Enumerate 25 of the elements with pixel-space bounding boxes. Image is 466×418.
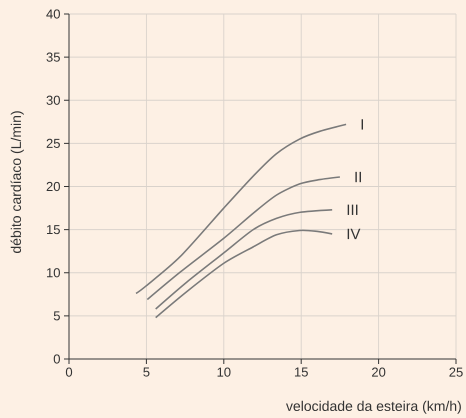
y-tick-label: 10 [46,268,60,278]
line-series [146,176,341,300]
x-tick-label: 20 [372,368,386,377]
y-tick-label: 35 [46,52,60,62]
y-tick-label: 25 [46,138,60,148]
x-axis-title: velocidade da esteira (km/h) [286,400,461,414]
line-series [135,124,347,294]
y-tick-label: 30 [46,96,60,105]
x-tick-label: 25 [449,368,463,377]
x-tick-label: 15 [294,368,308,377]
x-tick-label: 5 [143,368,150,377]
y-tick-label: 20 [46,182,60,192]
series-label: I [362,119,364,130]
y-axis-title: débito cardíaco (L/min) [10,111,24,254]
series-label: III [348,204,358,215]
y-tick-label: 0 [54,354,60,364]
x-tick-label: 10 [218,368,231,377]
x-tick-label: 0 [66,368,72,377]
y-tick-label: 40 [46,9,60,19]
series-label: II [355,172,361,182]
line-series [154,230,333,318]
series-label: IV [348,228,360,240]
line-series [154,208,333,310]
y-tick-label: 15 [46,225,60,234]
y-tick-label: 5 [54,311,60,320]
